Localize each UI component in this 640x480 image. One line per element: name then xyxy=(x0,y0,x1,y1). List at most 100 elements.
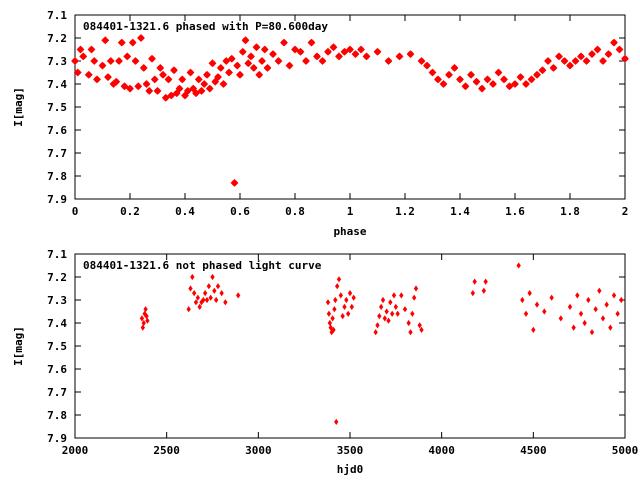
data-point xyxy=(347,290,353,297)
data-point xyxy=(516,262,521,269)
unphased-light-curve-panel: 2000 2500 3000 3500 4000 4500 5000 7.1 7.2 7.3 7.4… xyxy=(12,248,638,476)
data-point xyxy=(325,299,331,306)
y-tick-label: 7.9 xyxy=(47,193,67,206)
data-point xyxy=(212,287,217,294)
data-point xyxy=(141,319,146,327)
data-point xyxy=(393,303,399,310)
data-point xyxy=(413,285,419,292)
y-tick-label: 7.1 xyxy=(47,9,67,22)
data-point xyxy=(384,57,393,65)
data-point xyxy=(388,299,393,306)
data-point xyxy=(178,75,187,84)
data-point xyxy=(399,292,404,299)
data-point xyxy=(481,287,487,294)
data-point xyxy=(533,70,541,79)
data-point xyxy=(351,50,360,58)
data-point xyxy=(384,308,389,315)
data-point xyxy=(156,64,165,72)
data-point xyxy=(219,80,228,88)
data-point xyxy=(93,75,101,84)
data-point xyxy=(560,57,569,65)
data-point xyxy=(101,36,110,45)
data-point xyxy=(611,292,617,299)
data-point xyxy=(534,301,540,308)
data-point xyxy=(571,324,576,331)
data-point xyxy=(197,303,202,310)
data-point xyxy=(351,294,356,301)
data-point xyxy=(610,38,618,47)
data-point xyxy=(104,73,112,81)
data-point xyxy=(336,276,342,283)
data-point xyxy=(150,75,159,84)
data-point xyxy=(145,317,150,324)
plot-frame xyxy=(74,253,626,439)
data-point xyxy=(90,57,99,65)
data-point xyxy=(161,93,170,102)
data-point xyxy=(522,80,530,88)
data-point xyxy=(223,299,228,306)
data-point xyxy=(549,294,554,301)
x-tick-label: 4000 xyxy=(428,444,455,457)
data-point xyxy=(395,310,400,317)
data-point xyxy=(511,80,519,88)
data-point xyxy=(140,324,146,331)
data-point xyxy=(227,54,236,63)
data-point xyxy=(225,68,233,77)
data-point xyxy=(134,82,143,91)
x-tick-label: 1.8 xyxy=(560,205,580,218)
plot-title: 084401-1321.6 phased with P=80.600day xyxy=(83,20,328,33)
data-point xyxy=(190,273,195,281)
data-point xyxy=(483,75,492,84)
data-point xyxy=(604,301,609,308)
data-point xyxy=(291,45,299,54)
data-point xyxy=(106,57,115,65)
data-point xyxy=(604,50,613,58)
data-point xyxy=(244,59,253,68)
data-point xyxy=(213,296,219,304)
y-tick-label: 7.7 xyxy=(47,386,67,399)
data-point xyxy=(230,179,239,187)
data-point xyxy=(406,319,411,327)
data-point xyxy=(417,57,426,65)
x-tick-label: 3000 xyxy=(245,444,272,457)
data-point xyxy=(391,292,397,299)
data-point xyxy=(342,303,347,310)
data-point xyxy=(461,82,470,91)
data-point xyxy=(216,64,225,72)
data-point xyxy=(195,294,201,301)
y-tick-label: 7.4 xyxy=(47,78,67,91)
data-point xyxy=(222,57,231,65)
x-tick-label: 2000 xyxy=(62,444,89,457)
data-point xyxy=(505,82,514,91)
data-point xyxy=(615,310,620,317)
data-point xyxy=(380,296,386,304)
data-point xyxy=(307,38,316,47)
data-point xyxy=(201,296,206,304)
data-point xyxy=(589,329,595,336)
data-point xyxy=(439,80,448,88)
data-point xyxy=(538,66,547,75)
data-point xyxy=(215,283,221,290)
data-point xyxy=(137,34,145,42)
data-point xyxy=(326,310,332,317)
data-point xyxy=(123,52,132,61)
data-point xyxy=(575,292,580,299)
data-point xyxy=(456,75,464,84)
data-point xyxy=(334,418,339,425)
x-tick-label: 2 xyxy=(622,205,629,218)
data-point xyxy=(428,68,437,77)
data-point xyxy=(593,306,598,313)
data-point xyxy=(344,296,349,304)
data-point xyxy=(340,313,345,320)
data-point xyxy=(338,292,344,299)
x-tick-label: 2500 xyxy=(153,444,180,457)
data-point xyxy=(318,57,327,65)
data-point xyxy=(527,290,532,297)
y-axis-label: I[mag] xyxy=(12,326,25,366)
data-point xyxy=(378,303,384,310)
data-point xyxy=(200,80,209,88)
data-point xyxy=(410,310,415,317)
data-point xyxy=(205,84,214,93)
data-point xyxy=(593,45,602,54)
